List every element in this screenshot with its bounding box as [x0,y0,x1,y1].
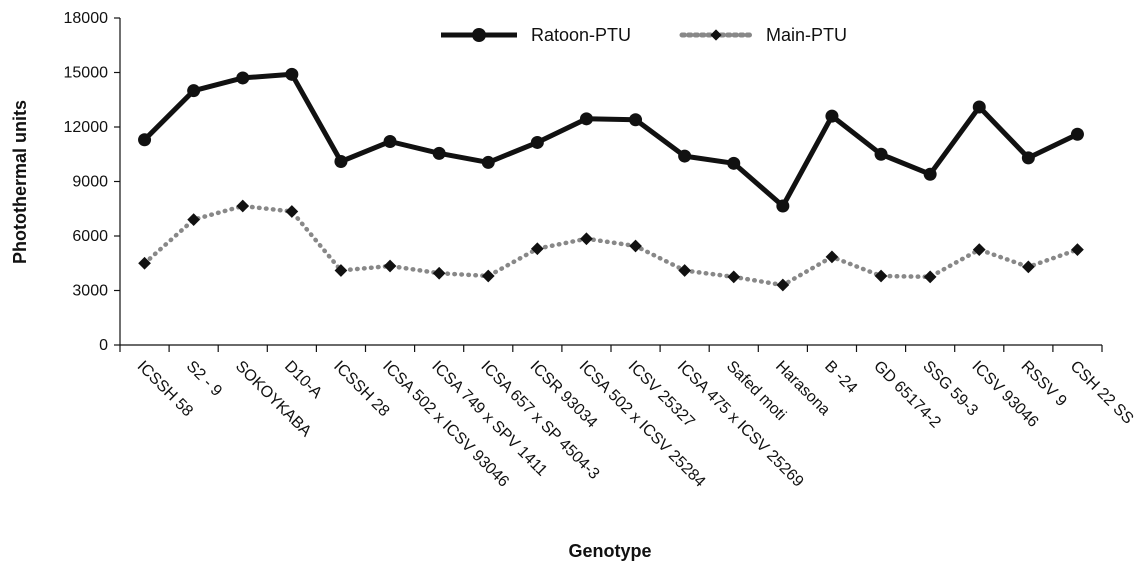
data-point [678,149,692,163]
data-point [776,199,790,213]
data-point [432,146,446,160]
x-axis-title: Genotype [568,541,651,561]
legend: Ratoon-PTU Main-PTU [441,25,847,45]
legend-item-ratoon: Ratoon-PTU [441,25,631,45]
y-tick-label: 0 [99,337,108,354]
legend-item-main: Main-PTU [679,25,847,45]
series-main-ptu [138,199,1084,292]
data-point [580,232,593,246]
series-group [138,67,1084,292]
data-point [432,266,446,280]
data-point [1071,243,1084,256]
data-point [825,250,839,264]
x-tick-label: B -24 [821,358,860,397]
data-point [629,113,643,127]
data-point [285,67,299,81]
x-tick-label: S2 - 9 [183,358,225,400]
data-point [1021,260,1035,274]
data-point [481,269,495,283]
series-ratoon-ptu [138,67,1084,213]
data-point [727,270,741,284]
series-line [142,203,1080,288]
legend-marker-ratoon [472,28,486,42]
data-point [923,270,937,284]
data-point [334,264,348,277]
data-point [236,199,250,213]
y-axis-title: Photothermal units [10,100,30,264]
data-point [383,259,397,273]
data-point [874,269,888,283]
data-point [1070,127,1084,141]
data-point [138,133,152,147]
data-point [530,135,544,149]
data-point [972,100,986,114]
data-point [727,156,741,170]
data-point [383,135,397,149]
data-point [481,155,495,169]
legend-label-ratoon: Ratoon-PTU [531,25,631,45]
legend-label-main: Main-PTU [766,25,847,45]
legend-marker-main [710,29,722,41]
y-tick-label: 15000 [64,65,109,82]
data-point [923,167,937,181]
y-tick-label: 12000 [64,119,109,136]
y-tick-label: 3000 [72,283,108,300]
x-tick-label: CSH 22 SS [1067,358,1137,428]
data-point [334,155,348,169]
y-tick-label: 6000 [72,228,108,245]
data-point [579,112,593,126]
data-point [138,256,151,270]
data-point [187,84,201,98]
data-point [187,213,201,227]
y-tick-label: 18000 [64,10,109,27]
x-tick-label: D10-A [281,358,325,402]
data-point [825,109,839,123]
data-point [874,147,888,161]
data-point [285,205,299,218]
data-point [236,71,250,85]
y-tick-label: 9000 [72,174,108,191]
series-line [142,71,1080,209]
y-axis: 0 3000 6000 9000 12000 15000 18000 [64,10,121,354]
data-point [1021,151,1035,165]
